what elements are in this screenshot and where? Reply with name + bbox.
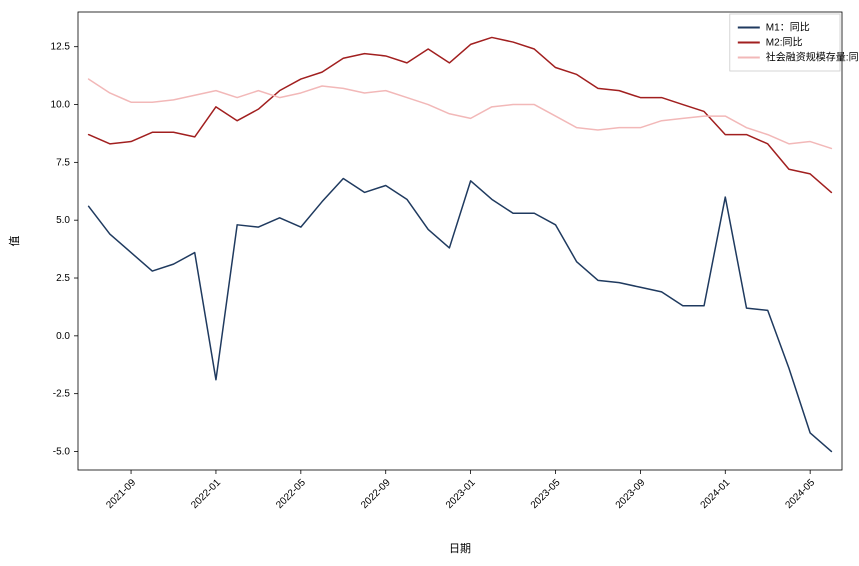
legend-label: M1：同比 — [766, 22, 810, 34]
legend: M1：同比 M2:同比社会融资规模存量:同比 — [730, 14, 859, 71]
y-tick-label: 0.0 — [56, 331, 70, 342]
y-tick-label: 12.5 — [51, 42, 71, 53]
y-tick-label: 5.0 — [56, 215, 70, 226]
x-axis-label: 日期 — [449, 542, 471, 555]
legend-label: 社会融资规模存量:同比 — [766, 51, 859, 64]
line-chart: -5.0-2.50.02.55.07.510.012.52021-092022-… — [0, 0, 859, 566]
y-tick-label: 2.5 — [56, 273, 70, 284]
y-axis-label: 值 — [8, 236, 21, 247]
y-tick-label: -2.5 — [53, 389, 71, 400]
y-tick-label: 10.0 — [51, 100, 71, 111]
y-tick-label: -5.0 — [53, 446, 71, 457]
legend-label: M2:同比 — [766, 37, 803, 49]
y-tick-label: 7.5 — [56, 157, 70, 168]
